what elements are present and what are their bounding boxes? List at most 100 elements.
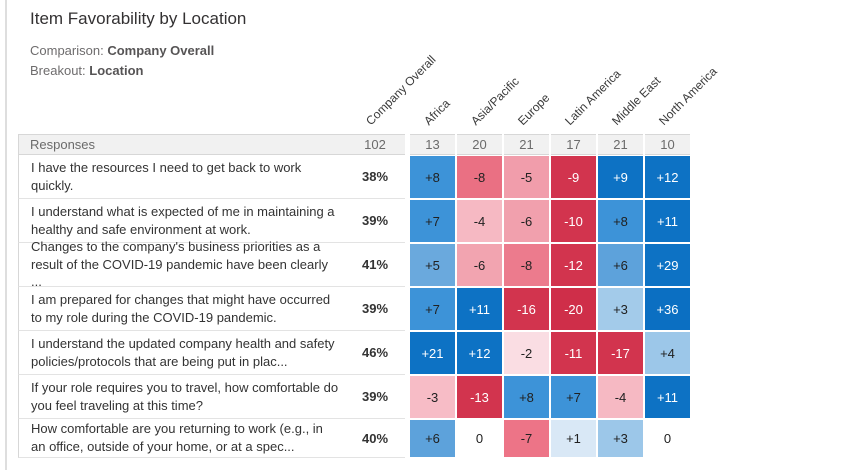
heatmap-cell-value: -5 [504, 156, 549, 198]
heatmap-cell-value: +12 [645, 156, 690, 198]
column-header-asia-pacific: Asia/Pacific [467, 74, 522, 128]
heatmap-cell-value: +4 [645, 332, 690, 374]
heatmap-cell-value: +3 [598, 420, 643, 457]
favorability-value: 46% [361, 345, 389, 360]
response-count-cell: 10 [644, 134, 691, 155]
heatmap-cell: -8 [456, 155, 503, 199]
heatmap-cell-value: +36 [645, 288, 690, 330]
table-row: How comfortable are you returning to wor… [18, 419, 698, 458]
question-cell: I am prepared for changes that might hav… [18, 287, 405, 331]
table-row: I understand what is expected of me in m… [18, 199, 698, 243]
favorability-value: 39% [361, 389, 389, 404]
question-cell: How comfortable are you returning to wor… [18, 419, 405, 458]
question-cell: I have the resources I need to get back … [18, 155, 405, 199]
question-text: I am prepared for changes that might hav… [31, 291, 331, 325]
heatmap-cell: +7 [550, 375, 597, 419]
question-text: I understand the updated company health … [31, 335, 335, 369]
heatmap-cell-value: -8 [504, 244, 549, 286]
heatmap-cell: +11 [644, 199, 691, 243]
heatmap-cell-value: -16 [504, 288, 549, 330]
heatmap-cell-value: +5 [410, 244, 455, 286]
heatmap-cell: +7 [409, 287, 456, 331]
heatmap-cell: +4 [644, 331, 691, 375]
response-count-cell: 17 [550, 134, 597, 155]
heatmap-cell: -13 [456, 375, 503, 419]
table-row: I understand the updated company health … [18, 331, 698, 375]
heatmap-cell-value: +21 [410, 332, 455, 374]
heatmap-cell-value: +7 [410, 288, 455, 330]
heatmap-cell: +21 [409, 331, 456, 375]
response-count: 20 [457, 134, 502, 155]
heatmap-cell-value: -6 [457, 244, 502, 286]
heatmap-cell: -4 [597, 375, 644, 419]
heatmap-cell-value: -13 [457, 376, 502, 418]
favorability-value: 41% [361, 257, 389, 272]
responses-label: Responses [30, 137, 96, 152]
heatmap-cell: +8 [503, 375, 550, 419]
column-header-africa: Africa [420, 96, 453, 128]
favorability-value: 39% [361, 213, 389, 228]
heatmap-cell: +5 [409, 243, 456, 287]
question-text: If your role requires you to travel, how… [31, 379, 339, 413]
favorability-value: 39% [361, 301, 389, 316]
heatmap-cell: -3 [409, 375, 456, 419]
column-header-europe: Europe [514, 90, 552, 128]
heatmap-cell: +7 [409, 199, 456, 243]
heatmap-cell: +6 [409, 419, 456, 458]
heatmap-cell-value: +11 [645, 376, 690, 418]
heatmap-cell-value: +7 [551, 376, 596, 418]
heatmap-cell: +3 [597, 287, 644, 331]
question-text: I understand what is expected of me in m… [31, 203, 335, 237]
response-count-cell: 21 [503, 134, 550, 155]
heatmap-cell: -4 [456, 199, 503, 243]
favorability-heatmap-table: Responses 102 13 20 21 17 21 10 I have the re… [18, 134, 698, 458]
page-title: Item Favorability by Location [30, 9, 247, 28]
response-count: 17 [551, 134, 596, 155]
heatmap-cell-value: -6 [504, 200, 549, 242]
response-count: 21 [598, 134, 643, 155]
question-cell: If your role requires you to travel, how… [18, 375, 405, 419]
heatmap-cell-value: -17 [598, 332, 643, 374]
heatmap-cell-value: +8 [504, 376, 549, 418]
heatmap-cell: +12 [644, 155, 691, 199]
heatmap-cell: -8 [503, 243, 550, 287]
comparison-label: Comparison: [30, 43, 104, 58]
heatmap-cell-value: -3 [410, 376, 455, 418]
heatmap-cell-value: +8 [598, 200, 643, 242]
heatmap-cell-value: -7 [504, 420, 549, 457]
response-count: 21 [504, 134, 549, 155]
heatmap-cell: +36 [644, 287, 691, 331]
heatmap-cell: +8 [409, 155, 456, 199]
heatmap-cell-value: -11 [551, 332, 596, 374]
heatmap-cell-value: +8 [410, 156, 455, 198]
heatmap-cell: -7 [503, 419, 550, 458]
question-cell: I understand the updated company health … [18, 331, 405, 375]
heatmap-cell: -20 [550, 287, 597, 331]
heatmap-cell: +3 [597, 419, 644, 458]
column-header-north-america: North America [655, 64, 720, 128]
heatmap-cell-value: +1 [551, 420, 596, 457]
question-text: Changes to the company's business priori… [31, 239, 328, 290]
question-cell: Changes to the company's business priori… [18, 239, 405, 289]
breakout-line: Breakout: Location [30, 63, 143, 78]
heatmap-cell-value: +12 [457, 332, 502, 374]
heatmap-cell-value: +7 [410, 200, 455, 242]
comparison-line: Comparison: Company Overall [30, 43, 214, 58]
heatmap-cell: -9 [550, 155, 597, 199]
heatmap-cell-value: -2 [504, 332, 549, 374]
table-row: Changes to the company's business priori… [18, 239, 698, 289]
heatmap-cell-value: +6 [598, 244, 643, 286]
heatmap-cell: -11 [550, 331, 597, 375]
question-text: I have the resources I need to get back … [31, 159, 302, 193]
heatmap-cell: -12 [550, 243, 597, 287]
heatmap-cell-value: 0 [457, 420, 502, 457]
response-count: 10 [645, 134, 690, 155]
response-count-cell: 20 [456, 134, 503, 155]
response-count: 13 [410, 134, 455, 155]
favorability-value: 40% [361, 430, 389, 446]
heatmap-cell: -2 [503, 331, 550, 375]
heatmap-cell: +12 [456, 331, 503, 375]
heatmap-cell: +9 [597, 155, 644, 199]
table-row: I am prepared for changes that might hav… [18, 287, 698, 331]
heatmap-cell: +11 [456, 287, 503, 331]
